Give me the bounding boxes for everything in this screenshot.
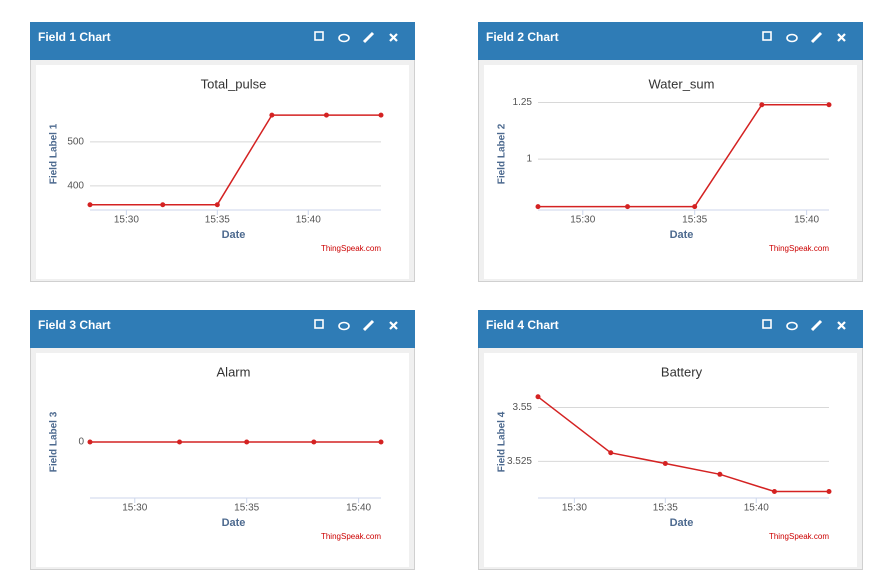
data-point	[311, 439, 317, 445]
x-tick-label: 15:35	[682, 215, 707, 226]
data-point	[87, 202, 93, 208]
header-icons	[762, 319, 846, 332]
chart-area	[36, 65, 409, 279]
data-point	[826, 102, 832, 108]
close-icon[interactable]	[837, 33, 846, 42]
x-tick-label: 15:30	[570, 215, 595, 226]
chart-area	[484, 353, 857, 567]
chart-title: Water_sum	[649, 76, 715, 91]
chart-area	[484, 65, 857, 279]
x-tick-label: 15:30	[114, 215, 139, 226]
x-tick-label: 15:35	[234, 503, 259, 514]
open-icon[interactable]	[314, 319, 324, 329]
x-tick-label: 15:40	[346, 503, 371, 514]
data-point	[378, 112, 384, 118]
y-tick-label: 500	[67, 137, 84, 148]
data-point	[323, 112, 329, 118]
open-icon[interactable]	[314, 31, 324, 41]
x-tick-label: 15:30	[562, 503, 587, 514]
comment-icon[interactable]	[338, 33, 350, 43]
open-icon[interactable]	[762, 319, 772, 329]
data-point	[535, 394, 541, 400]
close-icon[interactable]	[389, 33, 398, 42]
data-point	[608, 450, 614, 456]
y-axis-label: Field Label 1	[49, 123, 60, 184]
panel-header	[478, 310, 863, 348]
credit[interactable]: ThingSpeak.com	[769, 532, 829, 541]
data-point	[244, 439, 250, 445]
y-axis-label: Field Label 3	[49, 411, 60, 472]
data-point	[177, 439, 183, 445]
chart-area	[36, 353, 409, 567]
x-tick-label: 15:40	[794, 215, 819, 226]
data-point	[826, 489, 832, 495]
open-icon[interactable]	[762, 31, 772, 41]
comment-icon[interactable]	[338, 321, 350, 331]
header-icons	[762, 31, 846, 44]
edit-icon[interactable]	[810, 31, 823, 44]
chart-title: Alarm	[217, 364, 251, 379]
y-tick-label: 400	[67, 180, 84, 191]
panel-header	[30, 310, 415, 348]
data-point	[160, 202, 166, 208]
panel-title: Field 2 Chart	[486, 30, 559, 44]
data-point	[662, 461, 668, 467]
credit[interactable]: ThingSpeak.com	[321, 244, 381, 253]
header-icons	[314, 319, 398, 332]
credit[interactable]: ThingSpeak.com	[321, 532, 381, 541]
header-icons	[314, 31, 398, 44]
panel: Field 3 Chart Alarm Date Field Label 3 Thing…	[30, 310, 415, 570]
panel-header	[30, 22, 415, 60]
credit[interactable]: ThingSpeak.com	[769, 244, 829, 253]
y-tick-label: 1.25	[513, 97, 533, 108]
data-point	[269, 112, 275, 118]
y-tick-label: 0	[78, 437, 84, 448]
y-tick-label: 3.55	[513, 402, 533, 413]
x-tick-label: 15:35	[205, 215, 230, 226]
panel-title: Field 4 Chart	[486, 318, 559, 332]
data-point	[535, 204, 541, 210]
data-line	[90, 114, 381, 206]
data-point	[717, 471, 723, 477]
data-point	[759, 102, 765, 108]
data-point	[625, 204, 631, 210]
panel-title: Field 3 Chart	[38, 318, 111, 332]
x-tick-label: 15:35	[653, 503, 678, 514]
data-point	[87, 439, 93, 445]
data-point	[692, 204, 698, 210]
x-axis-label: Date	[670, 517, 694, 529]
close-icon[interactable]	[389, 321, 398, 330]
comment-icon[interactable]	[786, 33, 798, 43]
data-point	[378, 439, 384, 445]
edit-icon[interactable]	[810, 319, 823, 332]
x-tick-label: 15:40	[744, 503, 769, 514]
panel: Field 1 Chart Total_pulse Date Field Label …	[30, 22, 415, 282]
edit-icon[interactable]	[362, 31, 375, 44]
chart-title: Total_pulse	[201, 76, 267, 91]
comment-icon[interactable]	[786, 321, 798, 331]
data-line	[537, 396, 829, 493]
edit-icon[interactable]	[362, 319, 375, 332]
y-tick-label: 1	[526, 154, 532, 165]
data-point	[214, 202, 220, 208]
y-tick-label: 3.525	[507, 456, 532, 467]
x-tick-label: 15:40	[296, 215, 321, 226]
x-tick-label: 15:30	[122, 503, 147, 514]
x-axis-label: Date	[222, 229, 246, 241]
data-point	[771, 489, 777, 495]
y-axis-label: Field Label 4	[497, 411, 508, 472]
panel: Field 2 Chart Water_sum Date Field Label 2 T…	[478, 22, 863, 282]
x-axis-label: Date	[222, 517, 246, 529]
panel-title: Field 1 Chart	[38, 30, 111, 44]
panel: Field 4 Chart Battery Date Field Label 4 Thi…	[478, 310, 863, 570]
y-axis-label: Field Label 2	[497, 123, 508, 184]
panel-header	[478, 22, 863, 60]
chart-title: Battery	[661, 364, 703, 379]
x-axis-label: Date	[670, 229, 694, 241]
close-icon[interactable]	[837, 321, 846, 330]
